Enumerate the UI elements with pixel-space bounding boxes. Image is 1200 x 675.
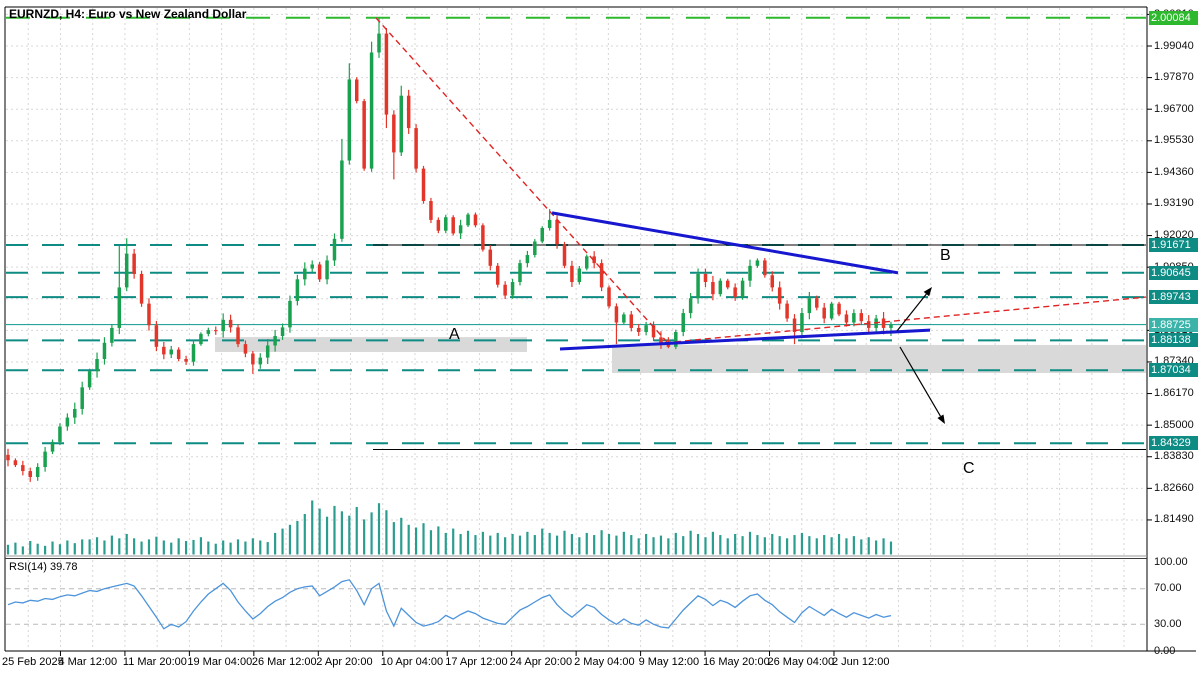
time-axis-label: 24 Apr 20:00 (509, 656, 573, 668)
price-axis-label: 1.94360 (1154, 165, 1194, 178)
price-level-badge: 1.88725 (1149, 317, 1198, 332)
price-level-badge: 1.84329 (1149, 436, 1198, 451)
rsi-axis-label: 30.00 (1154, 617, 1182, 630)
time-axis-label: 19 Mar 04:00 (187, 656, 253, 668)
time-axis-label: 9 May 12:00 (638, 656, 700, 668)
chart-title: EURNZD, H4: Euro vs New Zealand Dollar (9, 7, 247, 21)
panel-borders (4, 6, 1196, 656)
price-axis-label: 1.99040 (1154, 39, 1194, 52)
rsi-axis-label: 0.00 (1154, 644, 1176, 657)
price-axis-label: 1.93190 (1154, 197, 1194, 210)
annotation-letter-a[interactable]: A (449, 326, 460, 343)
up-arrow (896, 293, 927, 332)
price-axis-label: 1.96700 (1154, 102, 1194, 115)
time-axis-label: 16 May 20:00 (703, 656, 770, 668)
rsi-axis-label: 70.00 (1154, 582, 1182, 595)
down-arrow-head (937, 414, 945, 424)
time-axis-label: 2 Apr 20:00 (316, 656, 373, 668)
time-axis-label: 2 Jun 12:00 (831, 656, 890, 668)
price-axis-label: 1.83830 (1154, 450, 1194, 463)
price-level-badge: 1.89743 (1149, 290, 1198, 305)
gridlines (6, 8, 1146, 650)
candlestick-series (6, 17, 893, 482)
red-dashed-trendlines[interactable] (375, 17, 1147, 344)
zone-A (215, 337, 527, 352)
price-axis-label: 1.85000 (1154, 418, 1194, 431)
descending-red (375, 17, 668, 343)
time-axis-label: 11 Mar 20:00 (122, 656, 187, 668)
rsi-axis-label: 100.00 (1154, 555, 1188, 568)
time-axis-label: 17 Apr 12:00 (445, 656, 508, 668)
price-axis-label: 1.86170 (1154, 387, 1194, 400)
annotation-letter-c[interactable]: C (963, 460, 975, 477)
price-level-badge: 1.90645 (1149, 265, 1198, 280)
time-axis-label: 4 Mar 12:00 (58, 656, 118, 668)
time-axis-label: 26 May 04:00 (767, 656, 835, 668)
price-axis-label: 1.81490 (1154, 513, 1194, 526)
time-axis-label: 2 May 04:00 (574, 656, 635, 668)
price-levels[interactable] (6, 16, 1146, 450)
volume-histogram (6, 500, 893, 555)
down-arrow (899, 346, 941, 417)
time-axis-label: 26 Mar 12:00 (251, 656, 317, 668)
direction-arrows[interactable] (896, 287, 945, 424)
price-axis-label: 1.97870 (1154, 71, 1194, 84)
price-level-badge: 1.87034 (1149, 363, 1198, 378)
time-axis-label: 10 Apr 04:00 (380, 656, 444, 668)
rsi-indicator-label: RSI(14) 39.78 (9, 561, 78, 573)
zone-right (612, 344, 1146, 374)
price-axis-label: 1.82660 (1154, 481, 1194, 494)
price-level-badge: 1.91671 (1149, 238, 1198, 252)
lower-blue (559, 328, 931, 351)
rsi-line (7, 579, 892, 630)
price-level-badge: 1.88138 (1149, 333, 1198, 348)
annotation-letter-b[interactable]: B (940, 247, 951, 264)
price-axis-label: 1.95530 (1154, 134, 1194, 147)
time-axis-label: 25 Feb 2025 (2, 656, 64, 668)
blue-trendlines[interactable] (551, 211, 931, 351)
up-arrow-head (923, 287, 932, 297)
price-level-badge: 2.00084 (1149, 10, 1198, 25)
upper-blue (551, 211, 899, 275)
